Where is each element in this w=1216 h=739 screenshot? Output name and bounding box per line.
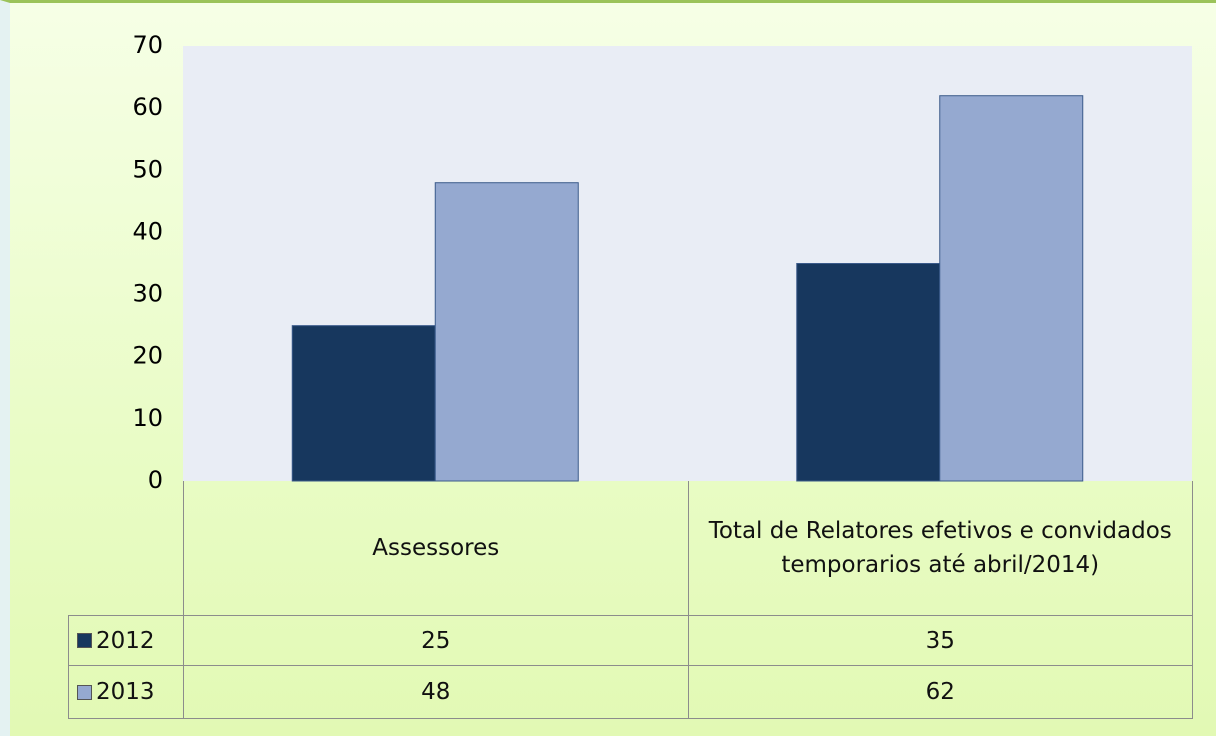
y-tick-label: 40	[132, 217, 163, 245]
y-tick-label: 20	[132, 342, 163, 370]
y-tick-label: 10	[132, 404, 163, 432]
table-value: 35	[687, 615, 1193, 666]
y-tick-label: 30	[132, 280, 163, 308]
legend-label: 2013	[96, 679, 155, 705]
legend-entry: 2013	[68, 665, 184, 719]
y-tick-label: 50	[132, 155, 163, 183]
bar	[434, 182, 579, 482]
y-tick-label: 60	[132, 93, 163, 121]
bar	[939, 95, 1084, 482]
chart-svg: 0 10 20 30 40 50 60 70	[132, 31, 1192, 494]
legend-key	[77, 684, 92, 700]
x-tick-label: Total de Relatores efetivos e convidados…	[687, 481, 1193, 616]
table-value: 62	[687, 665, 1193, 719]
table-value: 48	[183, 665, 689, 719]
bar	[796, 263, 941, 482]
y-tick-label: 70	[132, 31, 163, 59]
legend-label: 2012	[96, 627, 155, 654]
legend-entry: 2012	[68, 615, 184, 666]
legend-key	[77, 633, 92, 648]
x-tick-label: Assessores	[183, 481, 689, 616]
bar	[291, 325, 436, 482]
table-value: 25	[183, 615, 689, 666]
y-tick-label: 0	[148, 466, 163, 494]
